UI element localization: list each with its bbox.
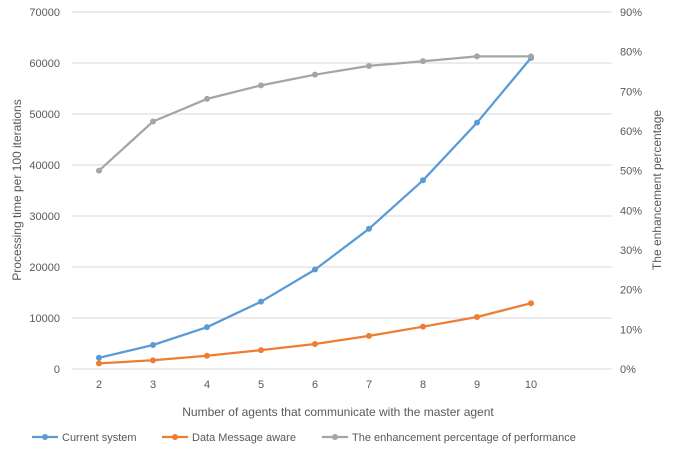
data-point [150, 342, 156, 349]
y2-tick-label: 90% [620, 7, 642, 19]
data-point [366, 62, 372, 69]
data-point [420, 323, 426, 330]
legend-swatch-marker [42, 434, 48, 440]
x-axis-ticks: 2 3 4 5 6 7 8 9 10 [96, 379, 537, 391]
data-point [96, 167, 102, 174]
data-point [204, 95, 210, 102]
data-point [312, 266, 318, 273]
legend-item: Data Message aware [162, 432, 296, 444]
right-axis-ticks: 0% 10% 20% 30% 40% 50% 60% 70% 80% 90% [620, 7, 642, 376]
series-layer [96, 53, 534, 367]
legend-label: Data Message aware [192, 432, 296, 444]
y2-tick-label: 60% [620, 126, 642, 138]
series-line [98, 57, 532, 359]
data-point [420, 58, 426, 65]
data-point [420, 177, 426, 184]
legend-item: Current system [32, 432, 137, 444]
x-tick-label: 10 [525, 379, 537, 391]
data-point [150, 357, 156, 364]
legend-label: Current system [62, 432, 137, 444]
data-point [204, 352, 210, 359]
x-tick-label: 6 [312, 379, 318, 391]
legend: Current system Data Message aware The enha… [32, 432, 576, 444]
y-tick-label: 10000 [29, 313, 60, 325]
y-tick-label: 30000 [29, 211, 60, 223]
data-point [312, 341, 318, 348]
data-point [474, 53, 480, 60]
y2-tick-label: 70% [620, 86, 642, 98]
x-tick-label: 5 [258, 379, 264, 391]
y2-tick-label: 0% [620, 364, 636, 376]
y-tick-label: 60000 [29, 58, 60, 70]
legend-item: The enhancement percentage of performanc… [322, 432, 576, 444]
data-point [474, 119, 480, 126]
y2-tick-label: 40% [620, 205, 642, 217]
y-tick-label: 40000 [29, 160, 60, 172]
y2-axis-title: The enhancement percentage [650, 110, 664, 270]
data-point [258, 298, 264, 305]
legend-swatch-marker [332, 434, 338, 440]
y-axis-title: Processing time per 100 iterations [10, 99, 24, 280]
y-tick-label: 50000 [29, 109, 60, 121]
x-tick-label: 4 [204, 379, 210, 391]
data-point [366, 332, 372, 339]
y-tick-label: 0 [54, 364, 60, 376]
y2-tick-label: 10% [620, 324, 642, 336]
legend-label: The enhancement percentage of performanc… [352, 432, 576, 444]
data-point [366, 225, 372, 232]
x-tick-label: 2 [96, 379, 102, 391]
y2-tick-label: 30% [620, 245, 642, 257]
data-point [312, 71, 318, 78]
series-line [98, 302, 532, 365]
data-point [528, 300, 534, 307]
data-point [96, 360, 102, 367]
x-tick-label: 9 [474, 379, 480, 391]
data-point [258, 82, 264, 89]
x-axis-title: Number of agents that communicate with t… [182, 405, 494, 419]
legend-swatch-marker [172, 434, 178, 440]
gridlines [72, 11, 612, 370]
data-point [150, 118, 156, 125]
y-tick-label: 70000 [29, 7, 60, 19]
data-point [96, 354, 102, 361]
series-current-system [96, 54, 534, 361]
y2-tick-label: 50% [620, 166, 642, 178]
data-point [258, 347, 264, 354]
y2-tick-label: 20% [620, 285, 642, 297]
x-tick-label: 7 [366, 379, 372, 391]
y-tick-label: 20000 [29, 262, 60, 274]
y2-tick-label: 80% [620, 47, 642, 59]
data-point [528, 53, 534, 60]
series-the-enhancement-percentage-of-performance [96, 53, 534, 174]
x-tick-label: 3 [150, 379, 156, 391]
data-point [474, 313, 480, 320]
left-axis-ticks: 0 10000 20000 30000 40000 50000 60000 70000 [29, 7, 60, 376]
series-data-message-aware [96, 300, 534, 367]
data-point [204, 324, 210, 331]
x-tick-label: 8 [420, 379, 426, 391]
